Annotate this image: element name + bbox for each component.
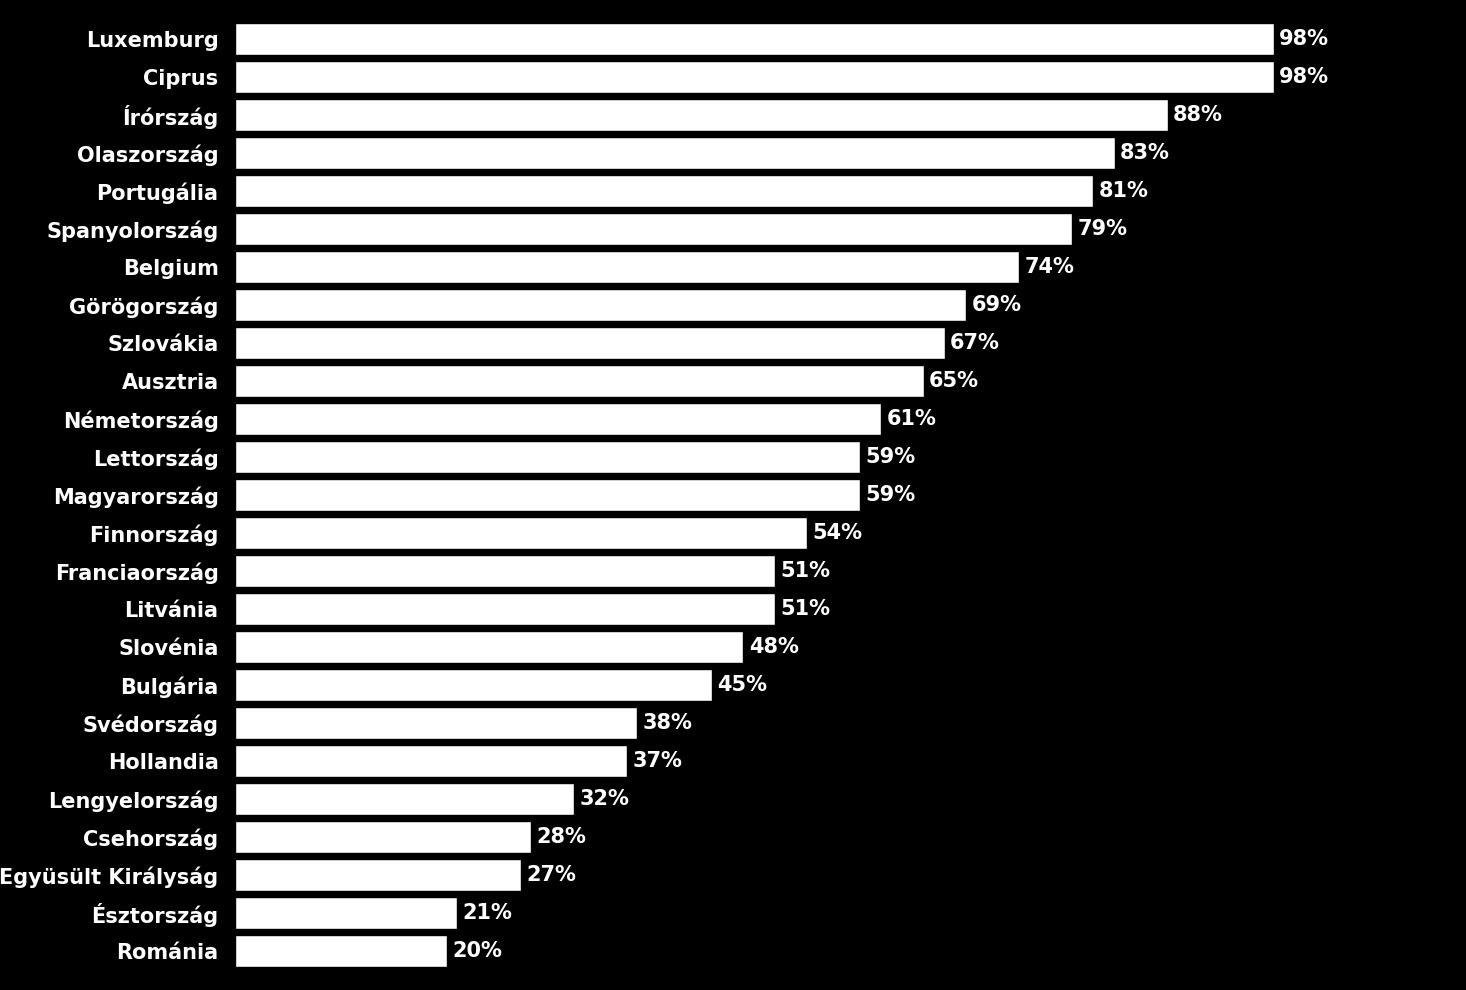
Bar <box>235 631 743 663</box>
Text: 51%: 51% <box>780 561 831 581</box>
Bar <box>235 403 881 436</box>
Text: 69%: 69% <box>972 295 1022 315</box>
Text: 27%: 27% <box>526 865 576 885</box>
Text: 28%: 28% <box>537 827 586 847</box>
Bar <box>235 897 457 930</box>
Text: 21%: 21% <box>462 903 513 924</box>
Bar <box>235 517 808 549</box>
Text: 48%: 48% <box>749 637 799 657</box>
Bar <box>235 707 638 740</box>
Bar <box>235 593 776 626</box>
Text: 83%: 83% <box>1120 143 1170 163</box>
Text: 98%: 98% <box>1278 66 1328 87</box>
Bar <box>235 441 861 473</box>
Bar <box>235 669 711 701</box>
Text: 20%: 20% <box>452 941 501 961</box>
Text: 59%: 59% <box>865 485 916 505</box>
Bar <box>235 174 1094 207</box>
Bar <box>235 935 447 967</box>
Text: 88%: 88% <box>1173 105 1223 125</box>
Text: 45%: 45% <box>717 675 767 695</box>
Text: 65%: 65% <box>929 371 979 391</box>
Text: 32%: 32% <box>579 789 629 809</box>
Bar <box>235 744 627 777</box>
Bar <box>235 137 1114 169</box>
Text: 38%: 38% <box>642 713 692 734</box>
Bar <box>235 60 1274 93</box>
Bar <box>235 821 531 853</box>
Text: 74%: 74% <box>1025 256 1075 277</box>
Text: 59%: 59% <box>865 446 916 467</box>
Text: 61%: 61% <box>887 409 937 429</box>
Text: 54%: 54% <box>812 523 862 544</box>
Bar <box>235 289 966 321</box>
Bar <box>235 213 1072 246</box>
Text: 98%: 98% <box>1278 29 1328 49</box>
Bar <box>235 364 924 397</box>
Text: 37%: 37% <box>632 751 682 771</box>
Bar <box>235 23 1274 55</box>
Text: 81%: 81% <box>1098 181 1148 201</box>
Bar <box>235 327 946 359</box>
Bar <box>235 479 861 511</box>
Text: 67%: 67% <box>950 333 1000 353</box>
Bar <box>235 99 1167 131</box>
Bar <box>235 859 520 891</box>
Bar <box>235 783 573 816</box>
Bar <box>235 250 1019 283</box>
Bar <box>235 554 776 587</box>
Text: 51%: 51% <box>780 599 831 619</box>
Text: 79%: 79% <box>1078 219 1127 239</box>
